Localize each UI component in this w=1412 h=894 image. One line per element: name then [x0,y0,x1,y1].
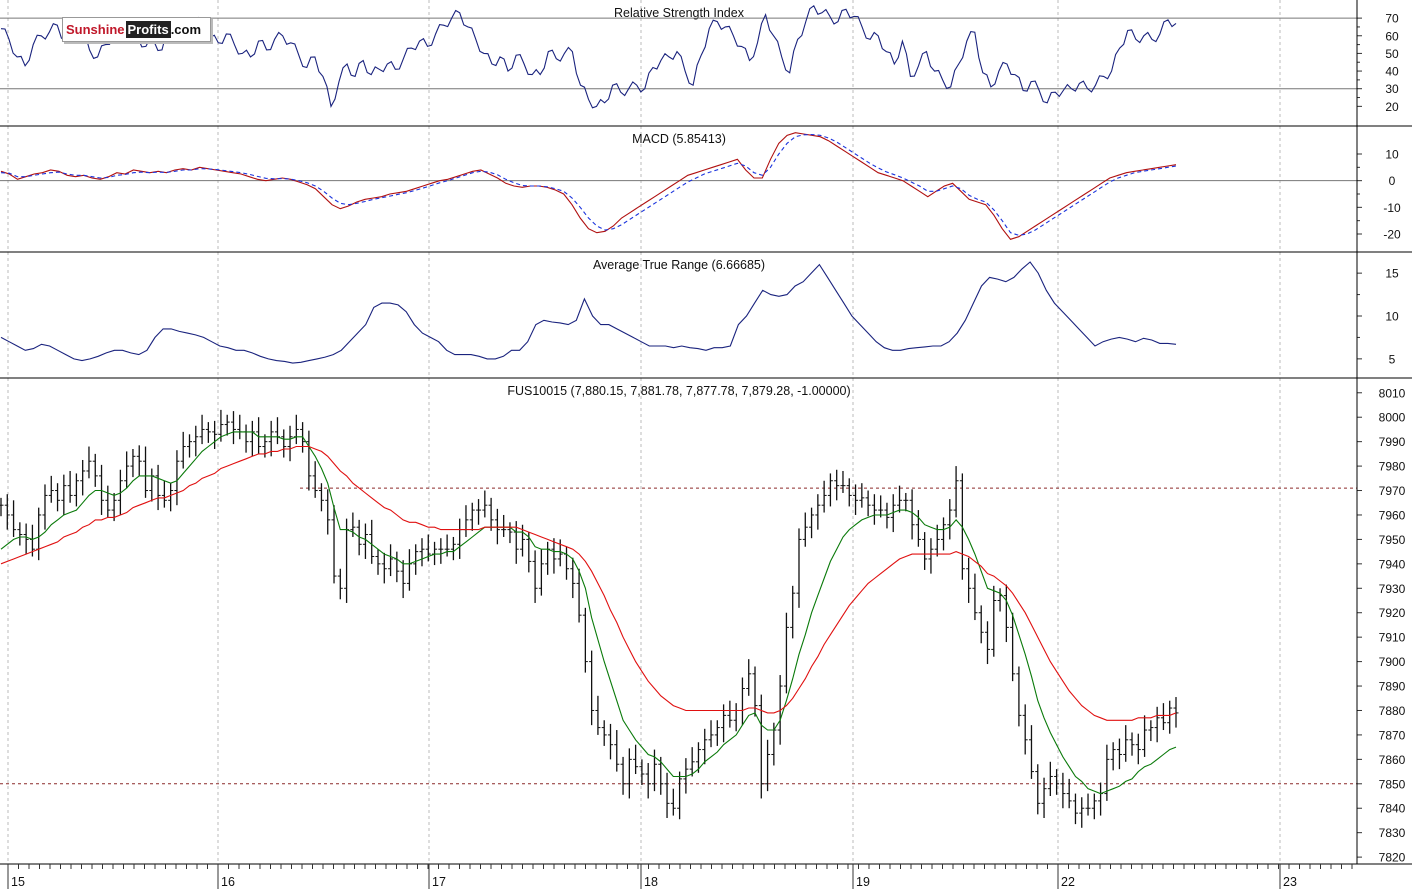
macd-signal-line [0,133,1177,236]
y-tick-label: 7900 [1379,655,1406,669]
panel-atr: Average True Range (6.66685) 5 10 15 [0,258,1412,379]
y-tick-label: 40 [1385,65,1399,79]
y-tick-label: -20 [1383,228,1401,242]
logo-part-2: Profits [125,21,171,38]
y-tick-label: 7970 [1379,484,1406,498]
panel-price: FUS10015 (7,880.15, 7,881.78, 7,877.78, … [0,384,1412,865]
y-tick-label: 8010 [1379,386,1406,400]
y-tick-label: 8000 [1379,411,1406,425]
x-tick-label: 18 [644,875,658,889]
y-tick-label: 7930 [1379,582,1406,596]
y-tick-label: 60 [1385,29,1399,43]
y-tick-label: 7820 [1379,851,1406,865]
x-tick-label: 22 [1061,875,1075,889]
y-tick-label: 7850 [1379,777,1406,791]
panel-title-macd: MACD (5.85413) [632,132,726,146]
y-tick-label: 7840 [1379,802,1406,816]
y-tick-label: 0 [1389,174,1396,188]
x-tick-label: 19 [856,875,870,889]
panel-macd: MACD (5.85413) -20 -10 0 10 [0,132,1412,253]
y-tick-label: 7980 [1379,460,1406,474]
y-tick-label: 50 [1385,47,1399,61]
y-tick-label: 20 [1385,100,1399,114]
y-tick-label: 10 [1385,148,1399,162]
y-tick-label: 30 [1385,82,1399,96]
y-tick-label: 7960 [1379,508,1406,522]
y-tick-label: -10 [1383,201,1401,215]
panel-title-atr: Average True Range (6.66685) [593,258,765,272]
fast-moving-average-line [0,431,1177,795]
y-tick-label: 10 [1385,310,1399,324]
y-tick-label: 7880 [1379,704,1406,718]
y-tick-label: 7860 [1379,753,1406,767]
y-tick-label: 5 [1389,352,1396,366]
y-tick-label: 7870 [1379,728,1406,742]
y-tick-label: 7920 [1379,606,1406,620]
y-tick-label: 7890 [1379,680,1406,694]
y-tick-label: 7990 [1379,435,1406,449]
price-bars [0,409,1179,828]
panel-title-price: FUS10015 (7,880.15, 7,881.78, 7,877.78, … [507,384,850,398]
x-axis: 15 16 17 18 19 22 23 [0,863,1357,889]
atr-line [0,261,1177,364]
y-tick-label: 7910 [1379,631,1406,645]
x-tick-label: 15 [11,875,25,889]
y-tick-label: 15 [1385,267,1399,281]
y-tick-label: 70 [1385,12,1399,26]
y-tick-label: 7830 [1379,826,1406,840]
macd-line [0,132,1177,240]
x-tick-label: 17 [432,875,446,889]
panel-title-rsi: Relative Strength Index [614,6,745,20]
slow-moving-average-line [0,445,1177,721]
logo-part-1: Sunshine [66,22,125,37]
y-tick-label: 7950 [1379,533,1406,547]
y-tick-label: 7940 [1379,557,1406,571]
logo-part-3: .com [170,22,202,37]
panel-rsi: Relative Strength Index 20 30 40 50 60 70 [0,4,1412,127]
x-tick-label: 16 [221,875,235,889]
x-tick-label: 23 [1283,875,1297,889]
sunshine-profits-logo: Sunshine Profits .com [62,17,211,42]
